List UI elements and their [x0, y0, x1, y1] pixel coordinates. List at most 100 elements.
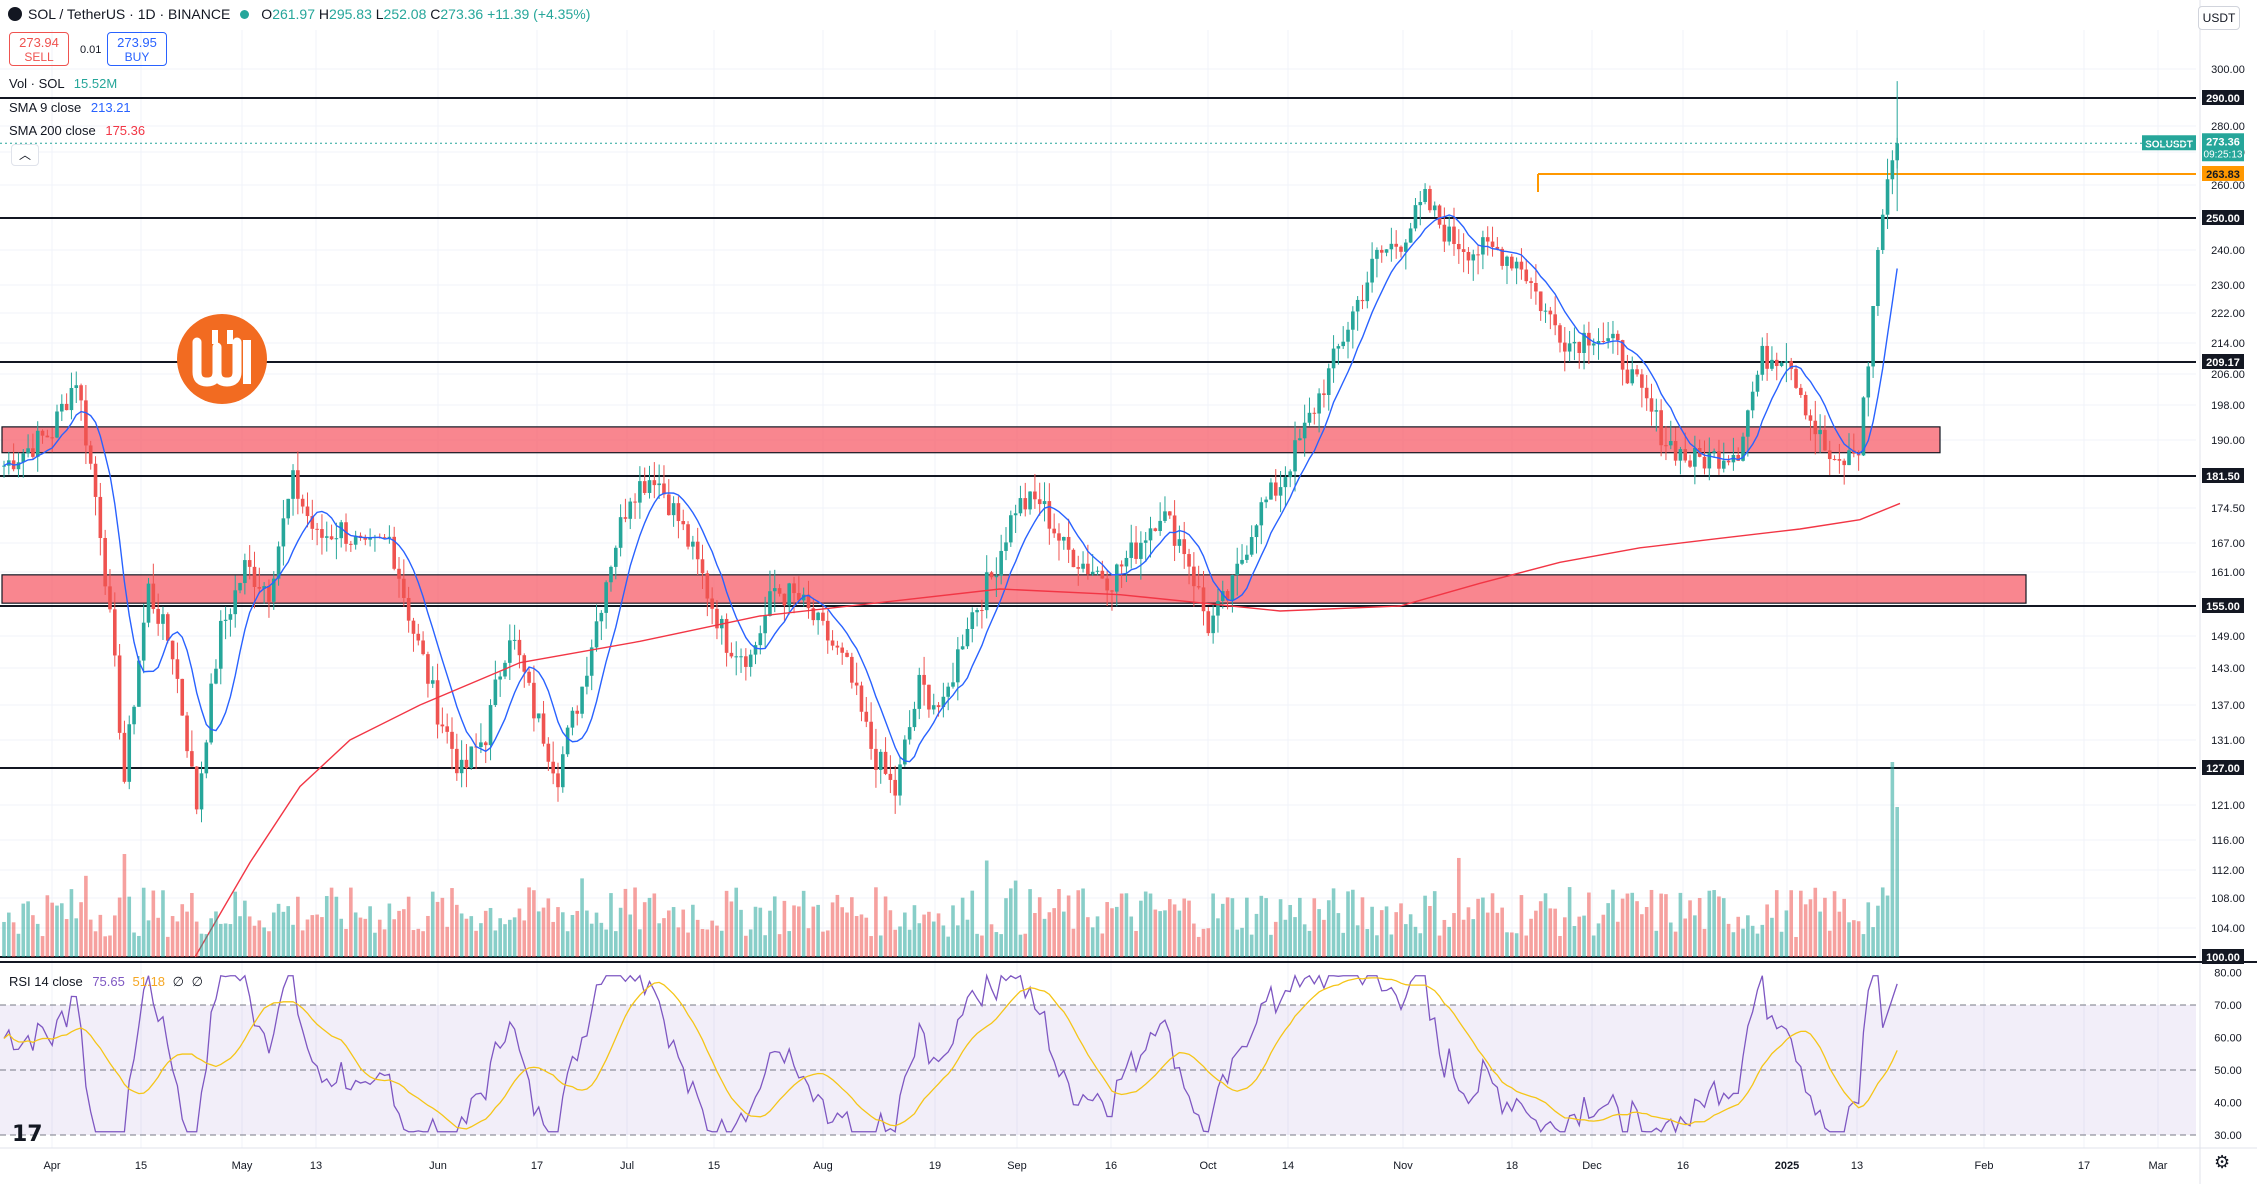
- volume-bar: [686, 932, 690, 957]
- volume-bar: [1678, 892, 1683, 957]
- candle-body: [1620, 340, 1625, 370]
- volume-bar: [960, 897, 965, 957]
- candle-body: [941, 696, 946, 708]
- support-zone: [1, 426, 1941, 454]
- orange-price-tag: [2202, 166, 2244, 181]
- volume-bar: [1384, 906, 1389, 957]
- last-price-label: 273.36: [2206, 136, 2240, 148]
- volume-bar: [31, 915, 35, 957]
- rsi-tick-label: 70.00: [2214, 1000, 2242, 1012]
- candle-body: [1457, 243, 1461, 250]
- candle-body: [609, 566, 613, 583]
- volume-bar: [1861, 934, 1866, 957]
- sma200-legend[interactable]: SMA 200 close 175.36: [9, 123, 145, 138]
- volume-bar: [406, 896, 411, 957]
- candle-body: [517, 639, 522, 656]
- volume-bar: [1481, 897, 1485, 957]
- tradingview-logo-icon[interactable]: 17: [12, 1122, 43, 1147]
- volume-bar: [228, 924, 233, 957]
- candle-body: [768, 591, 772, 616]
- volume-bar: [840, 907, 845, 957]
- volume-bar: [893, 929, 897, 957]
- price-tick-label: 116.00: [2212, 835, 2245, 847]
- candle-body: [1668, 440, 1673, 446]
- volume-bar: [613, 931, 618, 957]
- time-tick-label: Nov: [1393, 1160, 1413, 1172]
- volume-bar: [1437, 935, 1442, 957]
- candle-body: [1182, 539, 1187, 555]
- volume-legend[interactable]: Vol · SOL 15.52M: [9, 76, 117, 91]
- volume-bar: [334, 896, 339, 957]
- rsi-ma-value: 51.18: [132, 974, 166, 989]
- candle-body: [874, 748, 878, 770]
- volume-bar: [132, 932, 136, 957]
- volume-bar: [705, 929, 710, 957]
- volume-bar: [691, 904, 695, 957]
- symbol-tag-label: SOLUSDT: [2145, 139, 2193, 150]
- volume-bar: [994, 932, 999, 957]
- chevron-up-icon[interactable]: ︿: [11, 144, 39, 166]
- candle-body: [276, 546, 281, 579]
- volume-bar: [1047, 912, 1052, 957]
- candle-body: [1298, 438, 1302, 441]
- candle-body: [1572, 341, 1577, 344]
- volume-bar: [1061, 911, 1066, 957]
- volume-bar: [869, 936, 873, 957]
- volume-bar: [1876, 905, 1880, 957]
- time-tick-label: May: [232, 1160, 253, 1172]
- candle-body: [777, 588, 782, 594]
- volume-bar: [1664, 894, 1668, 957]
- volume-bar: [1606, 903, 1610, 957]
- volume-bar: [1302, 924, 1307, 957]
- candle-body: [1490, 241, 1495, 247]
- volume-bar: [1336, 913, 1341, 957]
- candle-body: [893, 779, 897, 796]
- candle-body: [883, 751, 888, 774]
- candle-body: [561, 754, 565, 788]
- candle-body: [252, 566, 257, 587]
- candle-body: [1264, 499, 1268, 503]
- candle-body: [450, 731, 454, 749]
- candle-body: [1654, 410, 1659, 412]
- candle-body: [103, 537, 107, 587]
- volume-bar: [830, 902, 835, 957]
- volume-bar: [1630, 892, 1635, 957]
- volume-bar: [315, 914, 319, 957]
- symbol-title[interactable]: SOL / TetherUS · 1D · BINANCE: [28, 6, 231, 22]
- currency-selector[interactable]: USDT: [2198, 6, 2240, 30]
- buy-button[interactable]: 273.95 BUY: [107, 32, 167, 66]
- volume-bar: [1428, 905, 1432, 957]
- candle-body: [1278, 487, 1283, 496]
- volume-bar: [35, 923, 40, 957]
- volume-bar: [1235, 929, 1240, 957]
- volume-bar: [980, 935, 984, 957]
- candle-body: [1500, 248, 1504, 266]
- volume-bar: [609, 893, 613, 957]
- volume-bar: [271, 912, 276, 957]
- candle-body: [1577, 341, 1582, 353]
- rsi-legend[interactable]: RSI 14 close 75.65 51.18 ∅ ∅: [9, 974, 203, 990]
- candle-body: [1351, 311, 1355, 330]
- candle-body: [79, 385, 83, 401]
- candle-body: [21, 453, 26, 463]
- candle-body: [1538, 291, 1543, 312]
- volume-bar: [1823, 897, 1827, 957]
- volume-bar: [1134, 930, 1138, 957]
- candle-body: [1770, 359, 1774, 369]
- candle-body: [797, 593, 801, 601]
- volume-bar: [373, 932, 377, 957]
- volume-bar: [546, 898, 551, 957]
- gear-icon[interactable]: ⚙: [2214, 1152, 2231, 1172]
- volume-bar: [951, 905, 955, 957]
- sma9-legend[interactable]: SMA 9 close 213.21: [9, 100, 131, 115]
- volume-bar: [1832, 891, 1837, 957]
- volume-bar: [185, 911, 189, 957]
- candle-body: [512, 639, 517, 641]
- candle-body: [613, 547, 618, 567]
- sell-button[interactable]: 273.94 SELL: [9, 32, 69, 66]
- candle-body: [652, 480, 657, 486]
- candle-body: [411, 620, 416, 634]
- volume-bar: [1495, 912, 1500, 957]
- price-tick-label: 112.00: [2212, 865, 2245, 877]
